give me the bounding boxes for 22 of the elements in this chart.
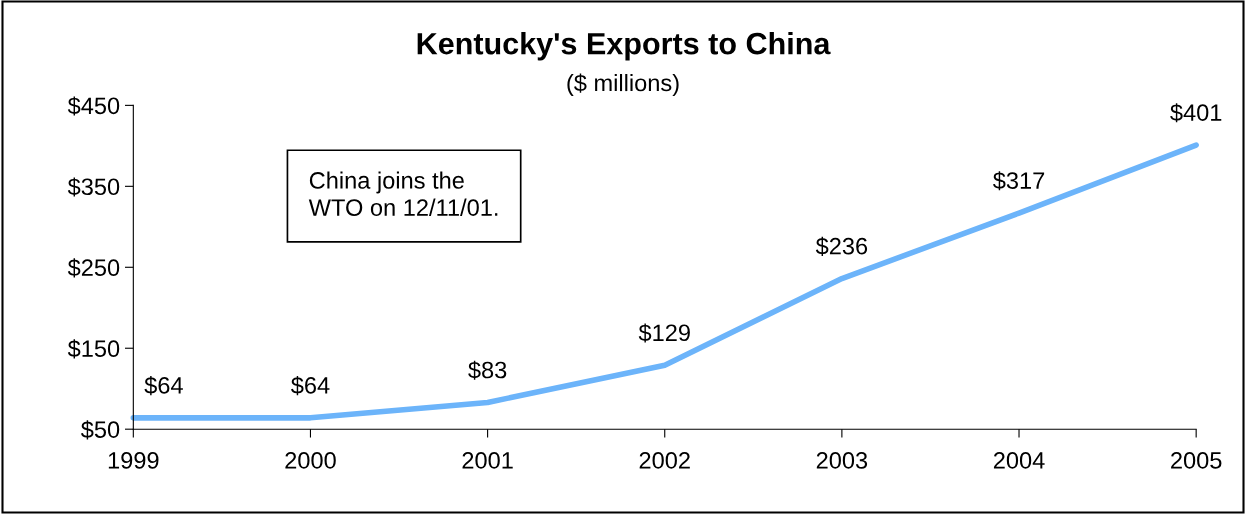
y-tick-label: $250	[67, 258, 120, 278]
y-tick-label: $150	[67, 339, 120, 359]
x-tick-label: 1999	[108, 452, 159, 469]
x-tick-label: 2000	[285, 452, 336, 469]
data-label: $129	[638, 323, 690, 343]
x-tick-label: 2002	[639, 452, 690, 469]
data-label: $83	[468, 360, 507, 380]
data-label: $64	[144, 376, 183, 396]
chart-subtitle: ($ millions)	[567, 73, 679, 96]
x-tick-label: 2003	[816, 452, 868, 469]
data-label: $236	[815, 236, 868, 256]
chart-title: Kentucky's Exports to China	[417, 32, 831, 61]
x-tick-label: 2005	[1171, 452, 1222, 469]
y-tick-label: $450	[67, 96, 120, 116]
x-tick-label: 2004	[993, 452, 1045, 469]
x-tick-label: 2001	[462, 452, 513, 469]
annotation: China joins the WTO on 12/11/01.	[308, 171, 498, 216]
y-tick-label: $50	[80, 420, 120, 440]
y-tick-label: $350	[67, 177, 120, 197]
data-label: $317	[993, 171, 1045, 191]
data-label: $64	[291, 376, 330, 396]
data-label: $401	[1170, 103, 1222, 123]
